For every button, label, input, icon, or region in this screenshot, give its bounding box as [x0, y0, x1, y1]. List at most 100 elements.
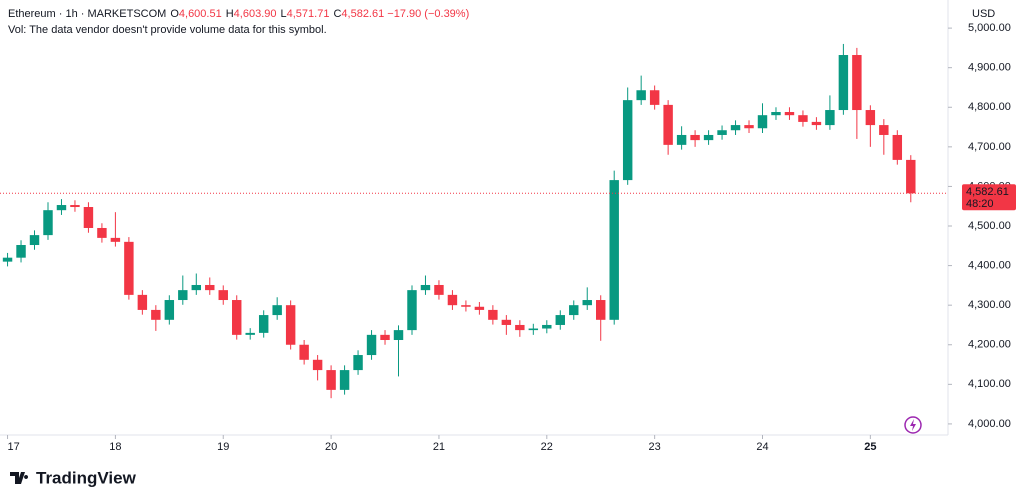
candle-body	[825, 110, 835, 126]
candle-body	[676, 134, 687, 145]
candle-body	[407, 290, 417, 331]
candle-body	[97, 227, 107, 238]
ohlc-fields: O4,600.51 H4,603.90 L4,571.71 C4,582.61	[166, 8, 384, 20]
candle-body	[622, 100, 633, 181]
x-tick-label: 24	[756, 441, 768, 453]
y-tick-label: 4,400.00	[968, 259, 1011, 271]
candle-body	[29, 235, 40, 246]
candle-body	[245, 332, 255, 335]
candle-body	[906, 159, 916, 194]
y-tick-label: 4,900.00	[968, 62, 1011, 74]
candle-body	[70, 205, 80, 208]
candle-body	[596, 300, 606, 320]
candle-body	[852, 55, 862, 111]
candle-body	[191, 284, 202, 291]
candle-body	[717, 130, 727, 135]
candle-body	[272, 305, 282, 316]
ohlc-value: 4,600.51	[178, 8, 222, 20]
y-tick-label: 4,200.00	[968, 339, 1011, 351]
candle-body	[205, 284, 215, 291]
ohlc-value: 4,571.71	[286, 8, 330, 20]
candle-body	[137, 294, 148, 310]
candle-body	[811, 121, 822, 126]
candle-body	[865, 110, 876, 126]
ohlc-key: O	[170, 8, 179, 20]
y-tick-label: 4,000.00	[968, 418, 1011, 430]
candle-body	[636, 90, 646, 101]
lightning-glyph	[910, 419, 916, 431]
candle-body	[771, 112, 781, 116]
last-price-label: 4,582.61	[966, 186, 1009, 198]
candle-body	[83, 207, 94, 228]
ohlc-key: L	[280, 8, 287, 20]
candle-body	[838, 55, 849, 111]
last-price-tag	[962, 184, 1016, 211]
candle-body	[178, 290, 188, 301]
candle-body	[232, 300, 242, 335]
candle-body	[757, 115, 768, 129]
brand-logo	[10, 472, 29, 484]
candle-body	[258, 315, 269, 333]
candle-body	[555, 315, 565, 325]
ohlc-line: Ethereum · 1h · MARKETSCOM O4,600.51 H4,60…	[8, 6, 469, 22]
candle-body	[16, 245, 26, 258]
candle-body	[501, 319, 512, 325]
candle-body	[515, 324, 525, 331]
candle-body	[582, 300, 592, 306]
symbol: Ethereum · 1h · MARKETSCOM	[8, 8, 167, 20]
lightning-icon[interactable]	[904, 416, 922, 434]
x-tick-label: 17	[8, 441, 20, 453]
y-tick-label: 4,300.00	[968, 299, 1011, 311]
x-tick-label: 19	[217, 441, 229, 453]
candle-body	[703, 134, 714, 141]
change: −17.90 (−0.39%)	[387, 8, 470, 20]
candle-body	[434, 284, 444, 295]
candle-body	[798, 115, 808, 122]
candle-body	[2, 257, 13, 262]
candle-body	[488, 309, 498, 320]
candle-body	[366, 334, 377, 356]
ohlc-key: C	[333, 8, 342, 20]
candle-body	[420, 284, 431, 291]
ohlc-key: H	[225, 8, 234, 20]
y-tick-label: 5,000.00	[968, 22, 1011, 34]
candle-body	[542, 324, 552, 329]
legend-header: Ethereum · 1h · MARKETSCOM O4,600.51 H4,60…	[8, 6, 469, 38]
y-tick-label: 4,700.00	[968, 141, 1011, 153]
y-tick-label: 4,100.00	[968, 378, 1011, 390]
x-tick-label: 25	[864, 441, 876, 453]
candle-body	[110, 237, 121, 242]
countdown: 48:20	[966, 198, 994, 210]
candle-body	[380, 334, 390, 341]
x-tick-label: 22	[541, 441, 553, 453]
candle-body	[353, 355, 363, 371]
candle-body	[474, 306, 485, 310]
x-tick-label: 18	[109, 441, 121, 453]
candle-body	[447, 294, 458, 306]
candle-body	[339, 370, 350, 390]
candle-body	[784, 112, 795, 116]
candle-body	[461, 305, 471, 307]
candle-body	[326, 370, 336, 390]
candle-body	[285, 305, 296, 345]
brand: TradingView	[36, 468, 137, 487]
candle-body	[56, 205, 67, 211]
candle-body	[218, 290, 228, 301]
currency: USD	[972, 8, 995, 20]
candle-body	[892, 134, 903, 160]
x-tick-label: 21	[433, 441, 445, 453]
x-tick-label: 23	[649, 441, 661, 453]
candle-body	[164, 300, 175, 320]
candle-body	[649, 90, 660, 105]
candle-body	[151, 309, 161, 320]
candle-body	[312, 359, 323, 371]
x-tick-label: 20	[325, 441, 337, 453]
candle-body	[528, 328, 539, 331]
candle-body	[879, 125, 889, 135]
y-tick-label: 4,500.00	[968, 220, 1011, 232]
candle-body	[124, 241, 134, 295]
candle-body	[299, 344, 309, 360]
ohlc-value: 4,603.90	[233, 8, 277, 20]
candle-body	[663, 104, 673, 145]
